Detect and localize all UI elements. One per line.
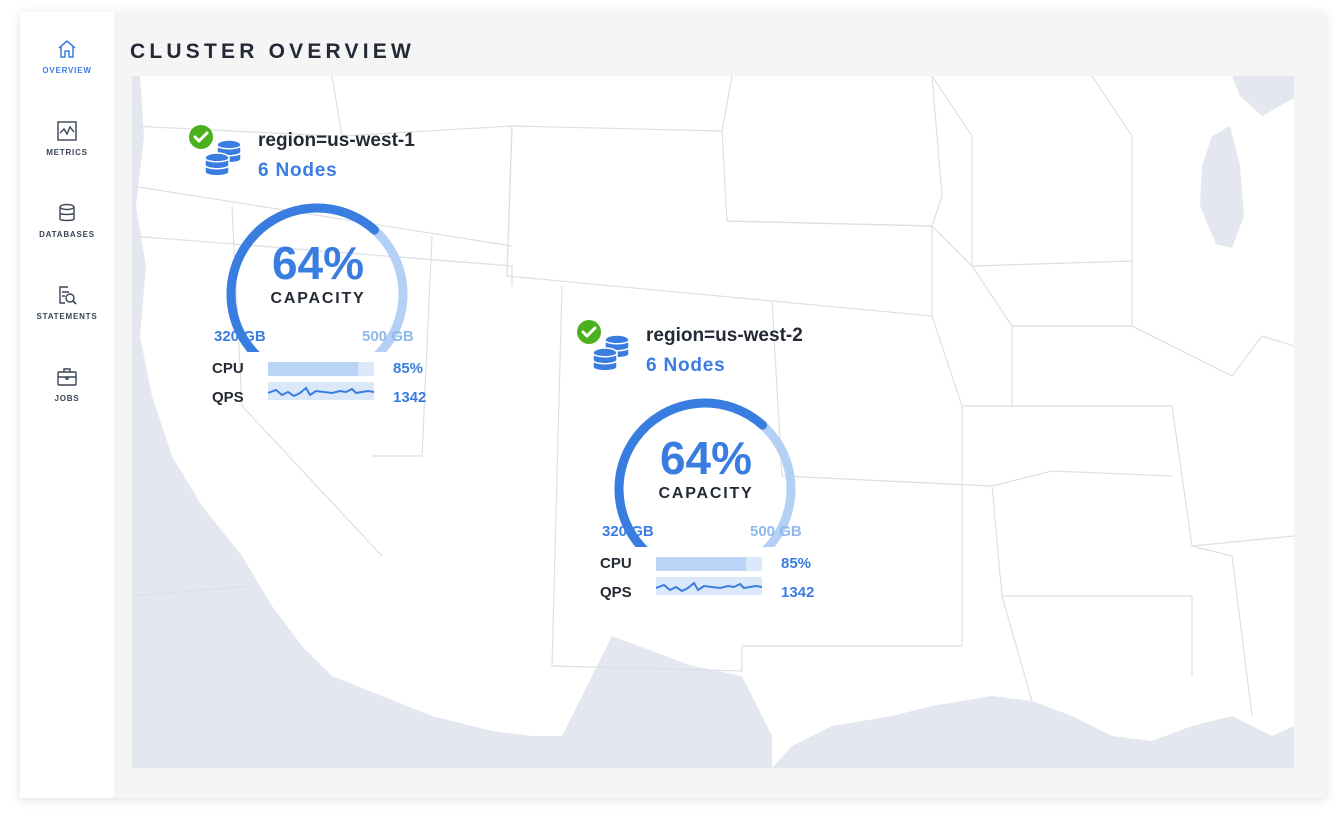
database-stack-icon [204,139,242,177]
cpu-bar-fill [656,557,747,571]
qps-label: QPS [212,389,244,406]
cpu-value: 85% [393,360,424,377]
page-title: CLUSTER OVERVIEW [130,40,416,63]
capacity-total: 500 GB [362,328,414,345]
capacity-label: CAPACITY [658,485,754,502]
capacity-used: 320 GB [214,328,266,345]
region-name[interactable]: region=us-west-1 [258,130,415,151]
sidebar: OVERVIEW METRICS DATABASES STATEMENTS [20,12,114,798]
qps-value: 1342 [781,584,815,601]
search-statements-icon [59,286,77,305]
node-count: 6 Nodes [258,160,338,181]
sidebar-item-label: JOBS [54,394,80,403]
sidebar-item-label: DATABASES [39,230,95,239]
database-stack-icon [592,334,630,372]
capacity-percent: 64% [659,432,753,484]
capacity-total: 500 GB [750,523,802,540]
sidebar-item-label: STATEMENTS [36,312,98,321]
capacity-gauge-fill [226,203,380,352]
check-circle-icon [577,320,601,344]
cpu-value: 85% [781,555,812,572]
qps-label: QPS [600,584,632,601]
region-card-us-west-1[interactable]: region=us-west-1 6 Nodes 64% CAPACITY 32… [188,124,438,434]
cpu-label: CPU [600,555,632,572]
region-card-us-west-2[interactable]: region=us-west-2 6 Nodes 64% CAPACITY 32… [576,319,826,629]
home-icon [58,40,76,58]
qps-sparkline [656,577,762,595]
capacity-label: CAPACITY [270,290,366,307]
capacity-gauge-fill [614,398,768,547]
sidebar-item-metrics[interactable]: METRICS [20,120,114,157]
qps-sparkline [268,382,374,400]
sidebar-item-label: METRICS [46,148,88,157]
cpu-bar [656,557,762,571]
cpu-bar [268,362,374,376]
sidebar-item-label: OVERVIEW [42,66,92,75]
cpu-bar-fill [268,362,359,376]
sidebar-item-statements[interactable]: STATEMENTS [20,284,114,321]
us-map-background [132,76,1294,768]
cluster-map[interactable]: region=us-west-1 6 Nodes 64% CAPACITY 32… [132,76,1294,768]
region-name[interactable]: region=us-west-2 [646,325,803,346]
capacity-percent: 64% [271,237,365,289]
line-chart-icon [57,121,77,141]
app-window: OVERVIEW METRICS DATABASES STATEMENTS [20,12,1326,798]
capacity-gauge [614,398,796,547]
briefcase-icon [57,368,77,386]
qps-value: 1342 [393,389,427,406]
database-icon [59,203,75,222]
cpu-label: CPU [212,360,244,377]
node-count: 6 Nodes [646,355,726,376]
capacity-gauge [226,203,408,352]
check-circle-icon [189,125,213,149]
capacity-used: 320 GB [602,523,654,540]
sidebar-item-jobs[interactable]: JOBS [20,366,114,403]
sidebar-item-databases[interactable]: DATABASES [20,202,114,239]
sidebar-item-overview[interactable]: OVERVIEW [20,38,114,75]
